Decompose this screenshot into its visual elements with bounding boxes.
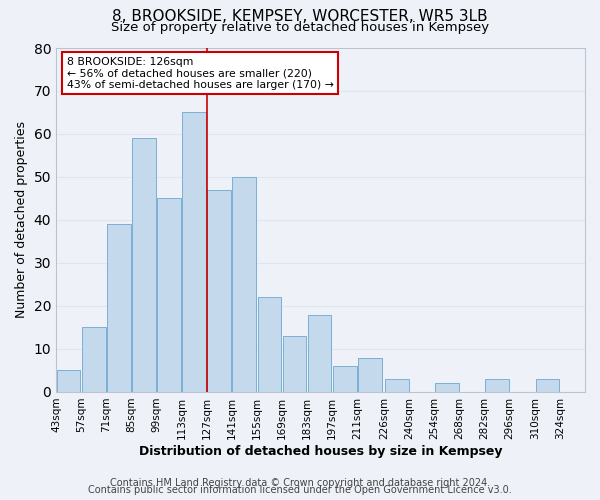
Bar: [333, 366, 356, 392]
Bar: [82, 328, 106, 392]
Bar: [232, 177, 256, 392]
Bar: [257, 298, 281, 392]
Text: Contains public sector information licensed under the Open Government Licence v3: Contains public sector information licen…: [88, 485, 512, 495]
Bar: [536, 379, 559, 392]
Bar: [435, 384, 459, 392]
Bar: [485, 379, 509, 392]
Bar: [157, 198, 181, 392]
Text: 8 BROOKSIDE: 126sqm
← 56% of detached houses are smaller (220)
43% of semi-detac: 8 BROOKSIDE: 126sqm ← 56% of detached ho…: [67, 56, 334, 90]
Text: 8, BROOKSIDE, KEMPSEY, WORCESTER, WR5 3LB: 8, BROOKSIDE, KEMPSEY, WORCESTER, WR5 3L…: [112, 9, 488, 24]
Bar: [283, 336, 307, 392]
Text: Size of property relative to detached houses in Kempsey: Size of property relative to detached ho…: [111, 21, 489, 34]
Bar: [107, 224, 131, 392]
Bar: [182, 112, 206, 392]
Bar: [208, 190, 231, 392]
Bar: [57, 370, 80, 392]
Bar: [308, 314, 331, 392]
X-axis label: Distribution of detached houses by size in Kempsey: Distribution of detached houses by size …: [139, 444, 502, 458]
Text: Contains HM Land Registry data © Crown copyright and database right 2024.: Contains HM Land Registry data © Crown c…: [110, 478, 490, 488]
Bar: [358, 358, 382, 392]
Bar: [132, 138, 156, 392]
Bar: [385, 379, 409, 392]
Y-axis label: Number of detached properties: Number of detached properties: [15, 122, 28, 318]
